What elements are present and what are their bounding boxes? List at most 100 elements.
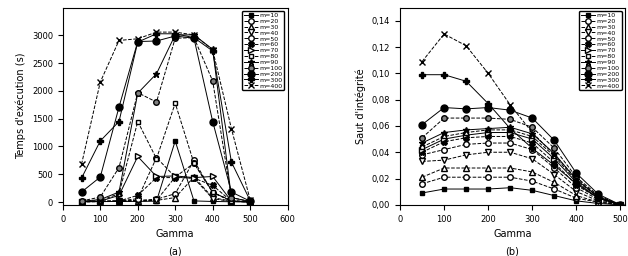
m=40 [116,200,123,203]
m=80 [190,162,198,165]
m=80 [484,128,492,131]
Line: m=70: m=70 [78,154,253,205]
m=60 [78,200,85,203]
Line: m=400: m=400 [78,29,253,202]
m=70 [551,157,558,160]
m=100 [595,194,602,197]
m=300 [440,73,448,76]
m=400 [134,37,141,40]
m=300 [228,161,236,164]
Line: m=90: m=90 [78,31,254,205]
m=400 [440,33,448,36]
m=100 [418,136,426,139]
m=50 [551,166,558,169]
m=10 [246,200,254,204]
Text: (a): (a) [168,246,182,256]
m=40 [506,151,514,154]
m=80 [595,195,602,198]
Legend: m=10, m=20, m=30, m=40, m=50, m=60, m=70, m=80, m=90, m=100, m=200, m=300, m=400: m=10, m=20, m=30, m=40, m=50, m=60, m=70… [242,11,284,90]
m=80 [551,155,558,158]
Line: m=50: m=50 [420,140,623,208]
m=400 [573,177,580,180]
m=80 [246,200,254,204]
m=40 [484,151,492,154]
m=400 [506,103,514,106]
m=60 [551,161,558,164]
m=40 [97,200,104,203]
m=400 [78,163,85,166]
m=70 [134,155,141,158]
m=20 [209,191,217,194]
m=10 [228,200,236,203]
m=100 [134,91,141,94]
m=200 [484,106,492,109]
m=300 [418,73,426,76]
m=80 [529,135,536,138]
m=20 [116,199,123,202]
m=70 [116,194,123,197]
m=100 [78,199,85,202]
m=90 [228,196,236,199]
m=80 [418,145,426,148]
m=400 [418,60,426,63]
Legend: m=10, m=20, m=30, m=40, m=50, m=60, m=70, m=80, m=90, m=100, m=200, m=300, m=400: m=10, m=20, m=30, m=40, m=50, m=60, m=70… [579,11,622,90]
m=100 [573,176,580,179]
m=30 [617,203,624,206]
m=200 [440,106,448,109]
m=30 [190,176,198,179]
m=20 [462,176,470,179]
m=20 [529,180,536,183]
Line: m=50: m=50 [78,155,253,205]
m=40 [171,176,179,179]
m=30 [153,199,160,202]
m=70 [209,175,217,178]
m=200 [209,120,217,123]
m=90 [97,198,104,201]
m=60 [573,184,580,187]
m=300 [573,182,580,185]
m=10 [440,187,448,190]
m=80 [462,131,470,134]
m=50 [134,197,141,200]
m=30 [116,200,123,203]
m=400 [529,131,536,134]
m=70 [440,137,448,141]
m=400 [617,203,624,206]
m=40 [246,200,254,204]
m=100 [116,166,123,169]
m=10 [529,189,536,192]
m=90 [171,33,179,36]
m=100 [246,200,254,203]
m=50 [97,200,104,203]
m=60 [116,199,123,202]
Y-axis label: Temps d'exécution (s): Temps d'exécution (s) [16,53,26,159]
m=400 [246,198,254,201]
m=50 [171,176,179,179]
m=30 [462,166,470,169]
m=50 [78,200,85,203]
m=100 [209,79,217,82]
m=200 [595,193,602,196]
m=40 [529,157,536,160]
m=30 [97,200,104,203]
m=300 [462,80,470,83]
Line: m=30: m=30 [78,174,253,205]
m=90 [462,128,470,131]
m=60 [595,197,602,200]
m=50 [116,199,123,202]
m=100 [529,126,536,129]
m=20 [228,199,236,202]
m=100 [617,203,624,206]
m=50 [418,153,426,156]
Line: m=100: m=100 [420,115,623,208]
m=30 [418,176,426,179]
m=60 [190,177,198,180]
m=10 [573,199,580,202]
m=70 [97,200,104,203]
m=200 [551,139,558,142]
m=200 [190,37,198,40]
m=50 [573,186,580,189]
m=80 [440,135,448,138]
X-axis label: Gamma: Gamma [493,229,532,239]
m=200 [573,172,580,175]
